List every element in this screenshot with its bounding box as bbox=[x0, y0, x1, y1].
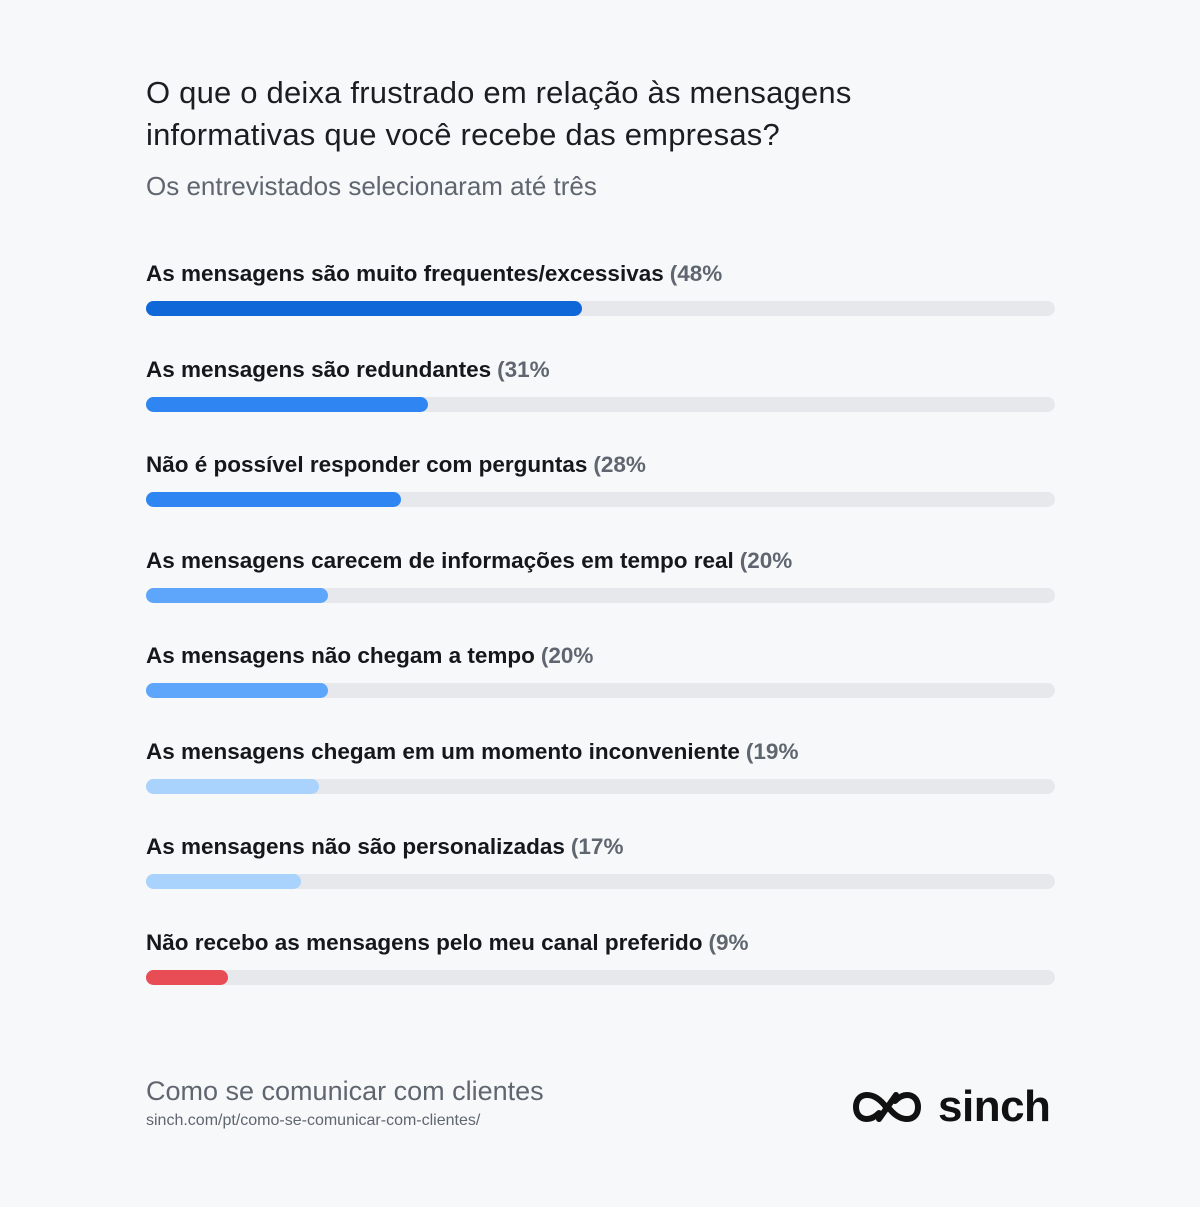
sinch-logo: sinch bbox=[852, 1082, 1057, 1132]
bar-track bbox=[146, 396, 1055, 412]
footer-title: Como se comunicar com clientes bbox=[146, 1076, 544, 1106]
bar-fill bbox=[146, 969, 228, 985]
bar-label: As mensagens não chegam a tempo (20% bbox=[146, 640, 593, 672]
bar-label: As mensagens carecem de informações em t… bbox=[146, 545, 792, 577]
value-label: (48% bbox=[669, 261, 723, 286]
bar-label: As mensagens chegam em um momento inconv… bbox=[146, 736, 798, 768]
value-label: (20% bbox=[739, 547, 793, 573]
bar-track bbox=[146, 969, 1055, 985]
bar-track bbox=[146, 301, 1055, 316]
chart-title: O que o deixa frustrado em relação às me… bbox=[146, 72, 1046, 156]
value-label: (17% bbox=[570, 834, 624, 859]
bar-row: Não recebo as mensagens pelo meu canal p… bbox=[146, 927, 1055, 1023]
value-label: (19% bbox=[745, 738, 799, 764]
bar-row: As mensagens são muito frequentes/excess… bbox=[146, 258, 1055, 354]
bar-label: As mensagens não são personalizadas (17% bbox=[146, 831, 623, 863]
value-label: (9% bbox=[708, 929, 749, 955]
bar-label: Não recebo as mensagens pelo meu canal p… bbox=[146, 927, 748, 959]
footer-url: sinch.com/pt/como-se-comunicar-com-clien… bbox=[146, 1112, 481, 1129]
bar-track bbox=[146, 874, 1055, 889]
bar-row: As mensagens não são personalizadas (17% bbox=[146, 831, 1055, 927]
value-label: (28% bbox=[593, 452, 646, 477]
chart-title-line-1: O que o deixa frustrado em relação às me… bbox=[146, 75, 852, 110]
bar-row: Não é possível responder com perguntas (2… bbox=[146, 449, 1055, 545]
category-label: As mensagens não são personalizadas bbox=[146, 834, 565, 859]
value-label: (31% bbox=[497, 356, 550, 382]
bar-fill bbox=[146, 301, 583, 316]
bar-fill bbox=[146, 683, 328, 698]
bar-track bbox=[146, 683, 1055, 698]
bar-track bbox=[146, 492, 1055, 507]
category-label: Não é possível responder com perguntas bbox=[146, 452, 588, 477]
bar-label: As mensagens são redundantes (31% bbox=[146, 354, 550, 386]
bar-row: As mensagens são redundantes (31% bbox=[146, 354, 1055, 450]
category-label: As mensagens são muito frequentes/excess… bbox=[146, 261, 664, 286]
bar-chart: As mensagens são muito frequentes/excess… bbox=[146, 258, 1055, 1022]
bar-label: Não é possível responder com perguntas (2… bbox=[146, 449, 646, 481]
bar-row: As mensagens chegam em um momento inconv… bbox=[146, 736, 1055, 832]
sinch-logo-text: sinch bbox=[938, 1082, 1051, 1131]
bar-fill bbox=[146, 778, 319, 794]
bar-fill bbox=[146, 587, 328, 603]
bar-row: As mensagens carecem de informações em t… bbox=[146, 545, 1055, 641]
bar-fill bbox=[146, 874, 301, 889]
bar-fill bbox=[146, 492, 401, 507]
bar-track bbox=[146, 778, 1055, 794]
bar-fill bbox=[146, 396, 428, 412]
sinch-infinity-logo-icon bbox=[853, 1092, 921, 1122]
category-label: As mensagens não chegam a tempo bbox=[146, 643, 535, 668]
category-label: Não recebo as mensagens pelo meu canal p… bbox=[146, 929, 703, 955]
value-label: (20% bbox=[540, 643, 594, 668]
bar-label: As mensagens são muito frequentes/excess… bbox=[146, 258, 722, 290]
category-label: As mensagens são redundantes bbox=[146, 356, 492, 382]
chart-subtitle: Os entrevistados selecionaram até três bbox=[146, 171, 597, 201]
category-label: As mensagens chegam em um momento inconv… bbox=[146, 738, 740, 764]
bar-row: As mensagens não chegam a tempo (20% bbox=[146, 640, 1055, 736]
chart-title-line-2: informativas que você recebe das empresa… bbox=[146, 117, 780, 152]
category-label: As mensagens carecem de informações em t… bbox=[146, 547, 734, 573]
bar-track bbox=[146, 587, 1055, 603]
